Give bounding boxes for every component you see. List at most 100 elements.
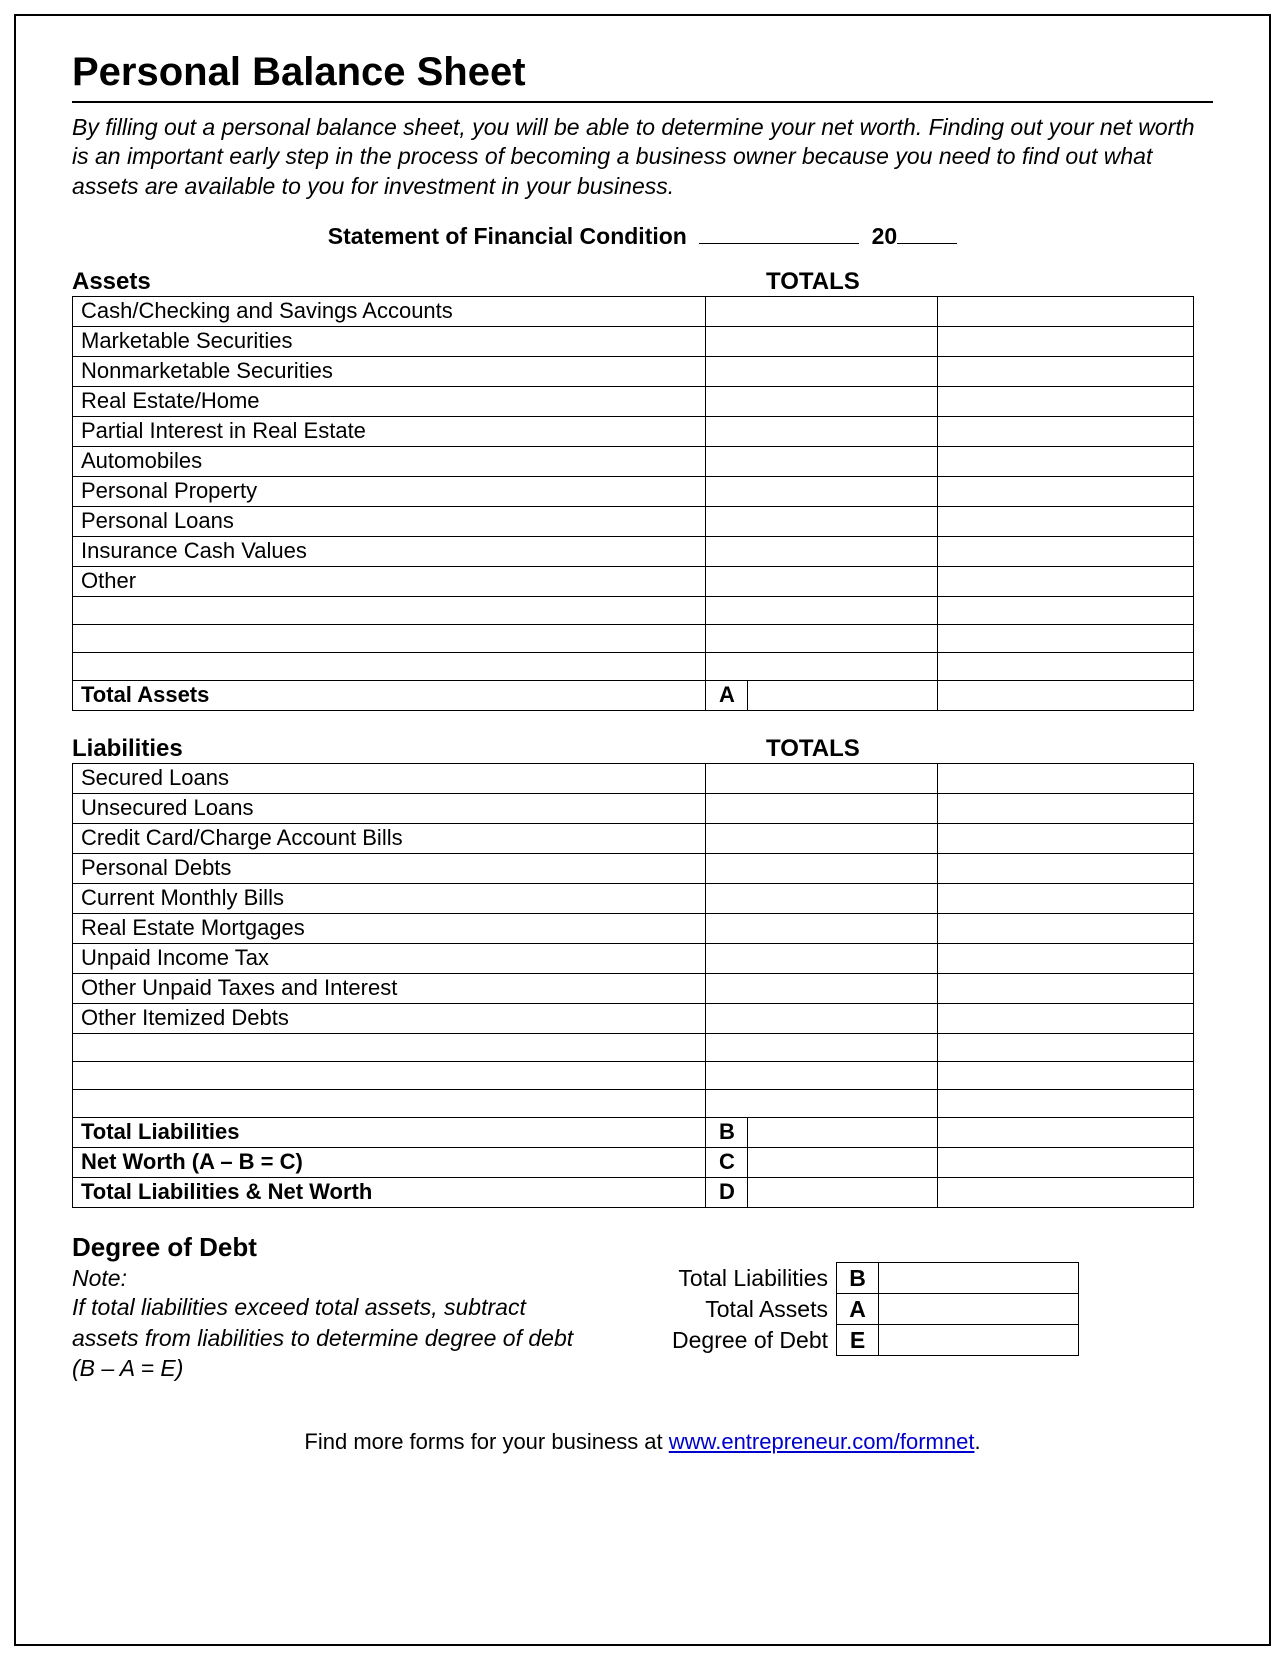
summary-value1[interactable] [748, 1178, 938, 1208]
row-value1[interactable] [706, 417, 938, 447]
row-label [73, 625, 706, 653]
row-value1[interactable] [706, 764, 938, 794]
degree-mini-table: Total LiabilitiesBTotal AssetsADegree of… [664, 1262, 1079, 1356]
row-label: Personal Property [73, 477, 706, 507]
row-value1[interactable] [706, 1034, 938, 1062]
table-row: Personal Debts [73, 854, 1194, 884]
summary-row: Total Liabilities & Net WorthD [73, 1178, 1194, 1208]
row-value1[interactable] [706, 794, 938, 824]
row-value1[interactable] [706, 1062, 938, 1090]
row-value1[interactable] [706, 507, 938, 537]
degree-title: Degree of Debt [72, 1232, 592, 1263]
row-value1[interactable] [706, 1004, 938, 1034]
row-value2[interactable] [938, 1062, 1194, 1090]
row-label [73, 1090, 706, 1118]
row-value2[interactable] [938, 854, 1194, 884]
assets-total-value2[interactable] [938, 681, 1194, 711]
liabilities-header-totals: TOTALS [748, 735, 938, 763]
intro-paragraph: By filling out a personal balance sheet,… [72, 113, 1213, 201]
row-value2[interactable] [938, 417, 1194, 447]
row-label [73, 1034, 706, 1062]
table-row: Automobiles [73, 447, 1194, 477]
degree-row: Degree of DebtE [664, 1325, 1078, 1356]
table-row: Real Estate Mortgages [73, 914, 1194, 944]
row-value2[interactable] [938, 567, 1194, 597]
row-value2[interactable] [938, 387, 1194, 417]
footer-link[interactable]: www.entrepreneur.com/formnet [669, 1429, 975, 1454]
row-value2[interactable] [938, 914, 1194, 944]
table-row [73, 1062, 1194, 1090]
row-value2[interactable] [938, 597, 1194, 625]
assets-table: Cash/Checking and Savings AccountsMarket… [72, 296, 1194, 711]
row-label: Personal Debts [73, 854, 706, 884]
table-row: Personal Loans [73, 507, 1194, 537]
row-label: Cash/Checking and Savings Accounts [73, 297, 706, 327]
row-value2[interactable] [938, 794, 1194, 824]
row-value2[interactable] [938, 884, 1194, 914]
summary-value2[interactable] [938, 1148, 1194, 1178]
row-value2[interactable] [938, 653, 1194, 681]
row-value2[interactable] [938, 824, 1194, 854]
row-value1[interactable] [706, 537, 938, 567]
row-value1[interactable] [706, 567, 938, 597]
summary-value1[interactable] [748, 1118, 938, 1148]
row-value2[interactable] [938, 477, 1194, 507]
degree-row-value[interactable] [879, 1325, 1079, 1356]
row-value1[interactable] [706, 884, 938, 914]
statement-blank-name[interactable] [699, 243, 859, 244]
summary-letter: B [706, 1118, 748, 1148]
row-value1[interactable] [706, 327, 938, 357]
row-value2[interactable] [938, 327, 1194, 357]
table-row: Cash/Checking and Savings Accounts [73, 297, 1194, 327]
degree-row-value[interactable] [879, 1263, 1079, 1294]
row-value2[interactable] [938, 764, 1194, 794]
row-value2[interactable] [938, 625, 1194, 653]
row-value2[interactable] [938, 357, 1194, 387]
assets-header: Assets TOTALS [72, 268, 1213, 296]
row-label: Personal Loans [73, 507, 706, 537]
row-value1[interactable] [706, 653, 938, 681]
row-value1[interactable] [706, 854, 938, 884]
degree-row-value[interactable] [879, 1294, 1079, 1325]
row-value2[interactable] [938, 1004, 1194, 1034]
table-row [73, 653, 1194, 681]
row-label [73, 597, 706, 625]
row-value2[interactable] [938, 944, 1194, 974]
row-label: Secured Loans [73, 764, 706, 794]
statement-label: Statement of Financial Condition [328, 223, 687, 249]
liabilities-table: Secured LoansUnsecured LoansCredit Card/… [72, 763, 1194, 1208]
summary-letter: C [706, 1148, 748, 1178]
summary-row: Net Worth (A – B = C)C [73, 1148, 1194, 1178]
row-value2[interactable] [938, 974, 1194, 1004]
row-value1[interactable] [706, 914, 938, 944]
row-value1[interactable] [706, 824, 938, 854]
row-value1[interactable] [706, 625, 938, 653]
row-value1[interactable] [706, 597, 938, 625]
statement-blank-year[interactable] [897, 243, 957, 244]
footer-suffix: . [974, 1429, 980, 1454]
row-value2[interactable] [938, 1090, 1194, 1118]
row-value1[interactable] [706, 974, 938, 1004]
row-value2[interactable] [938, 297, 1194, 327]
summary-value2[interactable] [938, 1178, 1194, 1208]
row-label [73, 1062, 706, 1090]
table-row [73, 1090, 1194, 1118]
row-value2[interactable] [938, 1034, 1194, 1062]
row-value1[interactable] [706, 1090, 938, 1118]
row-value2[interactable] [938, 447, 1194, 477]
row-value1[interactable] [706, 387, 938, 417]
row-label: Current Monthly Bills [73, 884, 706, 914]
row-value1[interactable] [706, 447, 938, 477]
row-value1[interactable] [706, 477, 938, 507]
summary-value1[interactable] [748, 1148, 938, 1178]
table-row: Current Monthly Bills [73, 884, 1194, 914]
row-value1[interactable] [706, 297, 938, 327]
row-value2[interactable] [938, 507, 1194, 537]
summary-value2[interactable] [938, 1118, 1194, 1148]
row-value2[interactable] [938, 537, 1194, 567]
row-value1[interactable] [706, 357, 938, 387]
assets-total-value1[interactable] [748, 681, 938, 711]
row-label: Insurance Cash Values [73, 537, 706, 567]
degree-row-label: Degree of Debt [664, 1325, 836, 1356]
row-value1[interactable] [706, 944, 938, 974]
